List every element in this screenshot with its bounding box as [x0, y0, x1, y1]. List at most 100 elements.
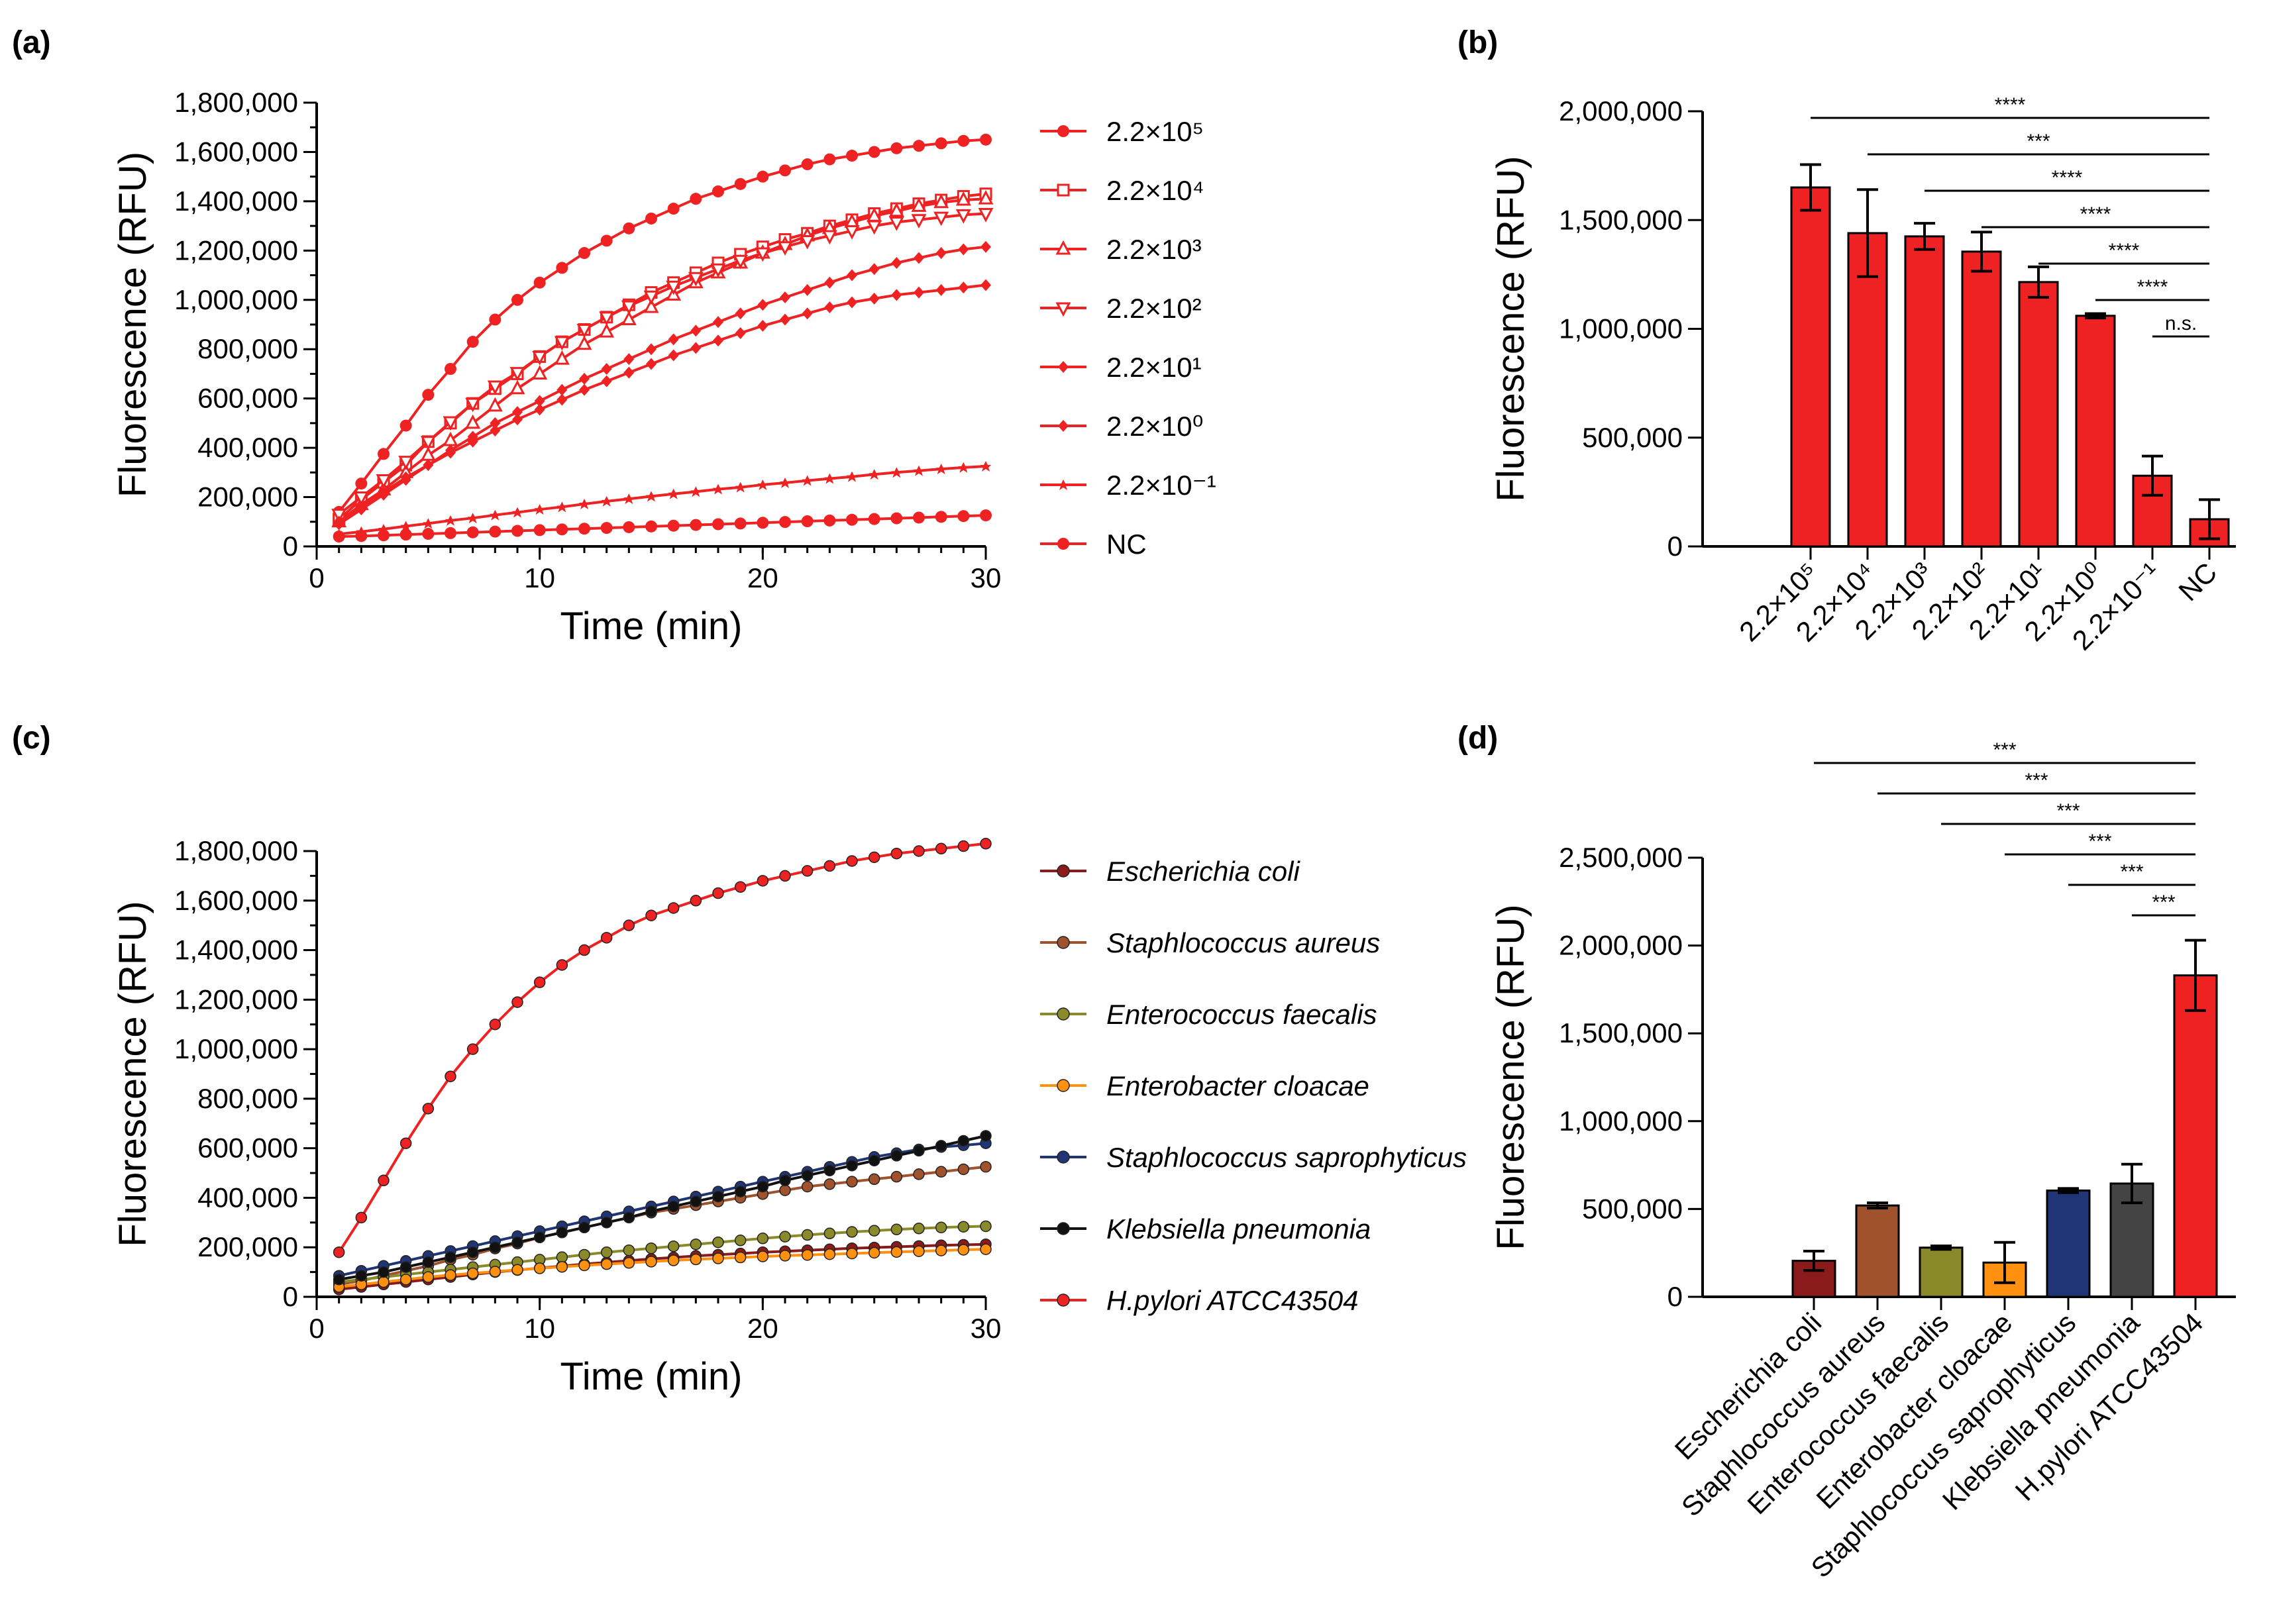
legend-label: Staphlococcus saprophyticus — [1106, 1142, 1467, 1173]
data-point — [623, 493, 635, 505]
data-point — [735, 327, 746, 340]
legend-item: 2.2×10⁰ — [1040, 411, 1203, 442]
data-point — [890, 1170, 903, 1183]
data-point — [690, 486, 702, 497]
data-point — [623, 521, 635, 533]
data-point — [801, 1229, 814, 1241]
data-point — [667, 902, 680, 914]
series-line — [338, 138, 986, 513]
data-point — [867, 220, 882, 235]
data-point — [511, 996, 523, 1008]
data-point — [355, 1270, 368, 1282]
x-axis-label: Time (min) — [560, 605, 743, 648]
data-point — [935, 283, 947, 296]
data-point — [935, 511, 947, 523]
data-point — [757, 1250, 769, 1262]
significance-label: n.s. — [2165, 313, 2197, 334]
significance-label: **** — [2109, 240, 2140, 262]
data-point — [713, 316, 723, 329]
y-tick-label: 500,000 — [1582, 1193, 1683, 1224]
data-point — [466, 1267, 479, 1280]
legend-item: Enterobacter cloacae — [1040, 1070, 1369, 1101]
data-point — [890, 142, 903, 154]
data-point — [935, 247, 947, 260]
data-point — [378, 1276, 390, 1288]
y-tick-label: 2,000,000 — [1559, 930, 1683, 961]
y-tick-label: 800,000 — [197, 1083, 298, 1114]
data-point — [802, 307, 813, 320]
data-point — [645, 1242, 657, 1254]
data-point — [576, 335, 592, 350]
data-point — [690, 193, 702, 205]
x-tick-label: 30 — [971, 1313, 1002, 1344]
bar-h-pylori-atcc43504 — [2173, 974, 2218, 1298]
data-point — [489, 313, 502, 326]
data-point — [466, 336, 479, 348]
data-point — [646, 491, 657, 502]
data-point — [735, 307, 746, 320]
series-2-2-10 — [333, 461, 991, 540]
data-point — [980, 133, 992, 146]
data-point — [487, 380, 503, 395]
x-axis-label: Time (min) — [560, 1355, 743, 1398]
series-line — [338, 283, 986, 523]
y-axis-label: Fluorescence (RFU) — [1489, 904, 1532, 1250]
data-point — [690, 895, 702, 907]
data-point — [935, 137, 947, 150]
data-point — [757, 1180, 769, 1193]
data-point — [578, 1221, 590, 1234]
data-point — [512, 413, 523, 426]
data-point — [868, 1154, 880, 1167]
data-point — [556, 1227, 568, 1239]
y-tick-label: 0 — [283, 531, 298, 562]
y-tick-label: 1,400,000 — [174, 185, 298, 217]
x-tick-label: 20 — [747, 562, 778, 593]
data-point — [668, 488, 679, 499]
data-point — [333, 515, 344, 528]
data-point — [757, 170, 769, 183]
data-point — [645, 520, 657, 533]
data-point — [935, 464, 947, 475]
data-point — [556, 959, 568, 971]
legend-label: 2.2×10³ — [1106, 234, 1202, 265]
data-point — [423, 459, 434, 472]
bar-2-2-10 — [1904, 235, 1945, 548]
data-point — [467, 435, 478, 448]
data-point — [980, 279, 991, 291]
data-point — [846, 1176, 858, 1188]
data-point — [445, 446, 456, 459]
data-point — [422, 1256, 435, 1268]
data-point — [935, 1166, 947, 1178]
data-point — [578, 523, 590, 535]
data-point — [779, 1231, 791, 1243]
y-axis-label: Fluorescence (RFU) — [111, 901, 154, 1246]
data-point — [643, 298, 659, 313]
data-point — [801, 515, 814, 528]
data-point — [333, 531, 345, 543]
series-h-pylori-atcc43504 — [333, 838, 992, 1258]
data-point — [824, 301, 835, 313]
data-point — [600, 234, 613, 247]
data-point — [980, 461, 991, 472]
data-point — [534, 403, 545, 416]
data-point — [958, 462, 969, 473]
data-point — [623, 1244, 635, 1256]
data-point — [712, 518, 724, 531]
data-point — [734, 1235, 747, 1246]
data-point — [847, 296, 857, 309]
legend-item: 2.2×10⁴ — [1040, 175, 1204, 206]
data-point — [980, 240, 991, 253]
legend-label: 2.2×10¹ — [1106, 352, 1202, 383]
legend-item: Enterococcus faecalis — [1040, 999, 1377, 1030]
legend-marker — [1057, 936, 1070, 949]
significance-label: *** — [2088, 831, 2111, 852]
data-point — [579, 498, 590, 509]
x-tick-label: NC — [2172, 556, 2223, 607]
data-point — [957, 1163, 970, 1176]
data-point — [779, 164, 791, 177]
series-2-2-10 — [333, 187, 992, 526]
data-point — [847, 269, 857, 281]
x-tick-label: 10 — [524, 562, 555, 593]
significance-label: **** — [1995, 94, 2026, 116]
data-point — [846, 513, 858, 526]
